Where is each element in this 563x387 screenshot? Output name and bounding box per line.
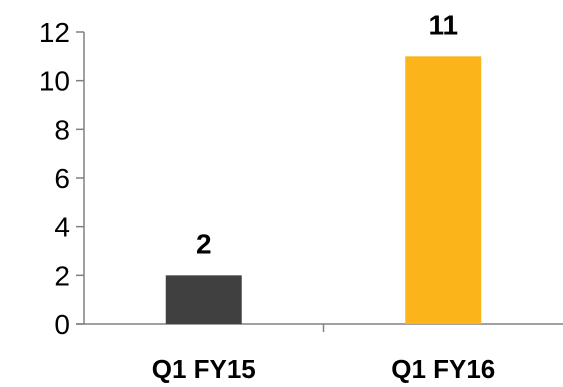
y-tick-label: 4 [54, 212, 70, 243]
y-axis: 0 2 4 6 8 10 12 [39, 17, 85, 340]
data-label: 11 [428, 9, 458, 40]
x-axis [76, 323, 563, 332]
data-label: 2 [196, 228, 212, 259]
y-tick-label: 12 [39, 17, 70, 48]
data-labels: 2 11 [196, 9, 458, 259]
bar [165, 275, 242, 324]
y-tick-label: 2 [54, 260, 70, 291]
y-tick-label: 8 [54, 114, 70, 145]
category-label: Q1 FY15 [152, 354, 256, 384]
y-tick-label: 10 [39, 66, 70, 97]
y-tick-label: 6 [54, 163, 70, 194]
y-tick-label: 0 [54, 309, 70, 340]
category-label: Q1 FY16 [391, 354, 495, 384]
bar [405, 56, 482, 324]
category-labels: Q1 FY15 Q1 FY16 [152, 354, 496, 384]
bars [165, 56, 482, 324]
